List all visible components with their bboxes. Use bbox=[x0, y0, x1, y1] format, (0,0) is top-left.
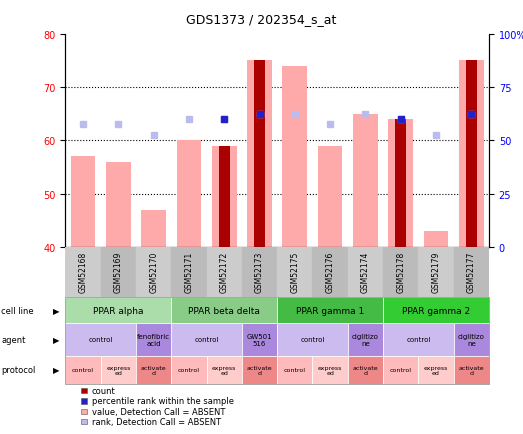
Text: GDS1373 / 202354_s_at: GDS1373 / 202354_s_at bbox=[186, 13, 337, 26]
Bar bbox=[389, 120, 413, 247]
Text: GSM52176: GSM52176 bbox=[326, 251, 335, 293]
Bar bbox=[424, 231, 448, 247]
Text: cell line: cell line bbox=[1, 306, 33, 315]
Text: control: control bbox=[300, 337, 325, 342]
Text: ▶: ▶ bbox=[53, 306, 59, 315]
Text: count: count bbox=[92, 386, 115, 395]
Bar bbox=[136, 247, 172, 297]
Text: GSM52170: GSM52170 bbox=[149, 251, 158, 293]
Text: PPAR alpha: PPAR alpha bbox=[93, 306, 144, 315]
Text: rank, Detection Call = ABSENT: rank, Detection Call = ABSENT bbox=[92, 418, 221, 426]
Text: activate
d: activate d bbox=[141, 365, 166, 375]
Bar bbox=[318, 146, 343, 247]
Bar bbox=[172, 247, 207, 297]
Text: control: control bbox=[195, 337, 219, 342]
Text: ▶: ▶ bbox=[53, 365, 59, 375]
Text: control: control bbox=[390, 368, 412, 372]
Text: activate
d: activate d bbox=[353, 365, 378, 375]
Text: ▶: ▶ bbox=[53, 335, 59, 344]
Text: PPAR gamma 2: PPAR gamma 2 bbox=[402, 306, 470, 315]
Text: GSM52173: GSM52173 bbox=[255, 251, 264, 293]
Text: PPAR beta delta: PPAR beta delta bbox=[188, 306, 260, 315]
Bar bbox=[313, 247, 348, 297]
Text: express
ed: express ed bbox=[424, 365, 448, 375]
Text: ciglitizo
ne: ciglitizo ne bbox=[458, 333, 485, 346]
Text: GSM52178: GSM52178 bbox=[396, 251, 405, 293]
Text: ciglitizo
ne: ciglitizo ne bbox=[352, 333, 379, 346]
Text: fenofibric
acid: fenofibric acid bbox=[137, 333, 170, 346]
Text: GSM52177: GSM52177 bbox=[467, 251, 476, 293]
Bar bbox=[219, 146, 230, 247]
Text: GSM52175: GSM52175 bbox=[290, 251, 299, 293]
Text: GSM52169: GSM52169 bbox=[114, 251, 123, 293]
Text: control: control bbox=[284, 368, 306, 372]
Bar bbox=[348, 247, 383, 297]
Text: activate
d: activate d bbox=[459, 365, 484, 375]
Bar bbox=[141, 210, 166, 247]
Text: GSM52171: GSM52171 bbox=[185, 251, 194, 293]
Bar bbox=[65, 247, 100, 297]
Bar bbox=[454, 247, 489, 297]
Text: PPAR gamma 1: PPAR gamma 1 bbox=[296, 306, 364, 315]
Text: agent: agent bbox=[1, 335, 26, 344]
Text: control: control bbox=[406, 337, 430, 342]
Bar bbox=[71, 157, 95, 247]
Bar bbox=[353, 115, 378, 247]
Bar bbox=[277, 247, 313, 297]
Bar bbox=[418, 247, 454, 297]
Bar bbox=[254, 61, 265, 247]
Bar bbox=[395, 120, 406, 247]
Bar bbox=[177, 141, 201, 247]
Bar bbox=[247, 61, 272, 247]
Bar bbox=[383, 247, 418, 297]
Bar bbox=[466, 61, 477, 247]
Text: activate
d: activate d bbox=[247, 365, 272, 375]
Text: value, Detection Call = ABSENT: value, Detection Call = ABSENT bbox=[92, 407, 225, 416]
Text: express
ed: express ed bbox=[106, 365, 131, 375]
Text: GSM52179: GSM52179 bbox=[431, 251, 440, 293]
Text: control: control bbox=[178, 368, 200, 372]
Bar bbox=[242, 247, 277, 297]
Text: GSM52168: GSM52168 bbox=[78, 251, 87, 293]
Text: GSM52174: GSM52174 bbox=[361, 251, 370, 293]
Bar bbox=[282, 66, 307, 247]
Text: control: control bbox=[72, 368, 94, 372]
Text: protocol: protocol bbox=[1, 365, 36, 375]
Text: GSM52172: GSM52172 bbox=[220, 251, 229, 293]
Bar bbox=[207, 247, 242, 297]
Text: express
ed: express ed bbox=[212, 365, 236, 375]
Bar bbox=[106, 162, 131, 247]
Text: express
ed: express ed bbox=[318, 365, 343, 375]
Text: control: control bbox=[88, 337, 113, 342]
Bar bbox=[459, 61, 484, 247]
Bar bbox=[212, 146, 236, 247]
Text: GW501
516: GW501 516 bbox=[247, 333, 272, 346]
Bar bbox=[100, 247, 136, 297]
Text: percentile rank within the sample: percentile rank within the sample bbox=[92, 397, 234, 405]
